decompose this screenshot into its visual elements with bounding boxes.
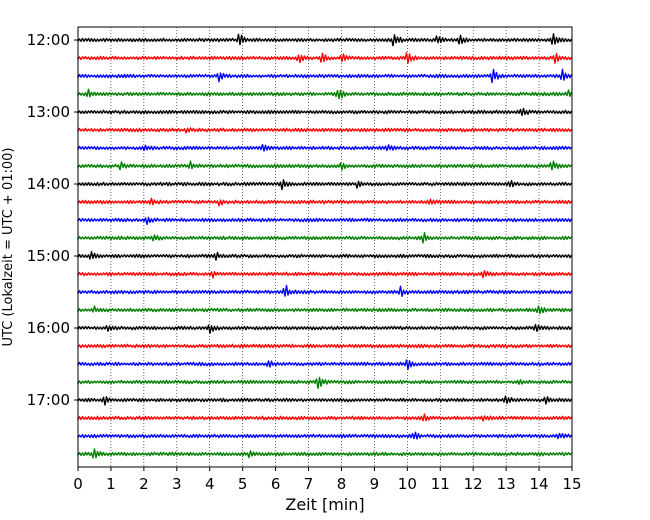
trace-1415	[77, 197, 573, 207]
y-tick-label-14:00: 14:00	[27, 175, 70, 193]
trace-1630	[77, 359, 573, 370]
trace-1345	[77, 160, 573, 171]
x-tick-label-1: 1	[106, 475, 116, 493]
x-tick-label-12: 12	[464, 475, 483, 493]
trace-1430	[77, 216, 573, 226]
trace-1245	[77, 88, 573, 100]
trace-1330	[77, 143, 573, 152]
trace-1745	[77, 448, 573, 459]
trace-1215	[77, 52, 573, 64]
trace-1445	[77, 232, 573, 244]
trace-1615	[77, 343, 573, 349]
trace-1315	[77, 127, 573, 134]
x-tick-label-3: 3	[172, 475, 182, 493]
y-tick-label-12:00: 12:00	[27, 31, 70, 49]
x-tick-label-5: 5	[238, 475, 248, 493]
trace-1730	[77, 431, 573, 440]
x-tick-label-15: 15	[562, 475, 581, 493]
y-axis-title: UTC (Lokalzeit = UTC + 01:00)	[1, 148, 16, 347]
y-tick-layer: 12:00 13:00 14:00 15:00 16:00 17:00	[27, 31, 78, 409]
plot-frame	[77, 26, 573, 468]
y-tick-label-17:00: 17:00	[27, 391, 70, 409]
y-tick-label-15:00: 15:00	[27, 247, 70, 265]
trace-1545	[77, 305, 573, 315]
trace-1400	[77, 179, 573, 191]
y-tick-label-16:00: 16:00	[27, 319, 70, 337]
trace-1515	[77, 270, 573, 279]
x-tick-label-8: 8	[337, 475, 347, 493]
x-tick-label-14: 14	[530, 475, 549, 493]
trace-1200	[77, 33, 573, 47]
x-tick-label-0: 0	[73, 475, 83, 493]
plot-background	[78, 27, 572, 467]
x-tick-layer: 0 1 2 3 4 5 6 7 8 9 10 11 12 13 14 15	[73, 467, 582, 493]
trace-1530	[77, 284, 573, 297]
x-tick-label-7: 7	[304, 475, 314, 493]
x-tick-label-9: 9	[370, 475, 380, 493]
trace-1600	[77, 323, 573, 334]
x-axis-title: Zeit [min]	[285, 495, 364, 514]
grid-layer	[110, 27, 540, 467]
trace-1715	[77, 413, 573, 422]
trace-1300	[77, 107, 573, 117]
x-tick-label-11: 11	[431, 475, 450, 493]
trace-1500	[77, 250, 573, 261]
trace-1645	[77, 376, 573, 390]
x-tick-label-4: 4	[205, 475, 215, 493]
x-tick-label-13: 13	[497, 475, 516, 493]
x-tick-label-10: 10	[398, 475, 417, 493]
y-tick-label-13:00: 13:00	[27, 103, 70, 121]
trace-layer	[77, 33, 573, 459]
x-tick-label-6: 6	[271, 475, 281, 493]
trace-1230	[77, 68, 573, 84]
trace-1700	[77, 395, 573, 406]
x-tick-label-2: 2	[139, 475, 149, 493]
